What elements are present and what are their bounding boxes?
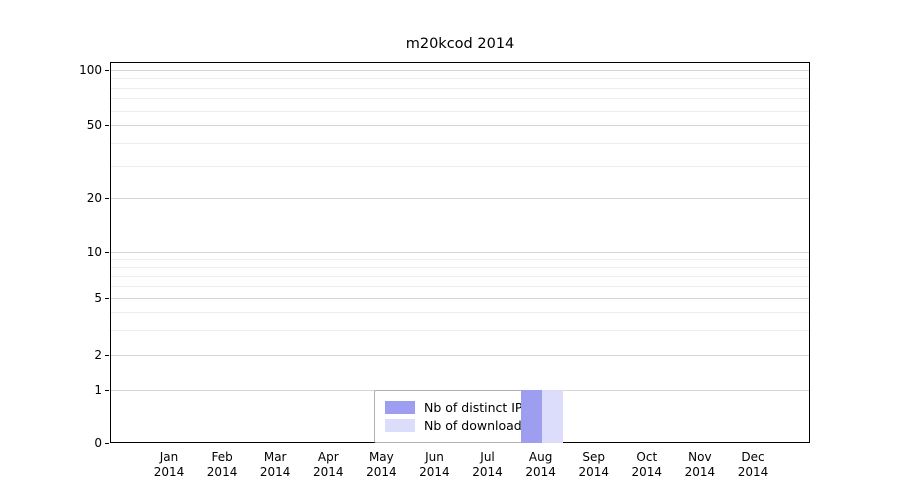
x-tick-year: 2014 <box>525 465 556 479</box>
x-tick-month: Jun <box>425 450 444 464</box>
legend-swatch <box>385 401 415 414</box>
y-tick-mark <box>105 443 109 444</box>
major-gridline <box>111 298 809 299</box>
major-gridline <box>111 125 809 126</box>
y-tick-mark <box>105 70 109 71</box>
major-gridline <box>111 252 809 253</box>
x-tick-year: 2014 <box>206 465 238 479</box>
x-tick-month: Dec <box>741 450 765 464</box>
major-gridline <box>111 198 809 199</box>
x-tick-year: 2014 <box>684 465 716 479</box>
x-tick-label: Mar 2014 <box>243 450 307 480</box>
x-tick-year: 2014 <box>312 465 344 479</box>
x-tick-month: Aug <box>528 450 553 464</box>
x-tick-year: 2014 <box>631 465 663 479</box>
minor-gridline <box>111 87 809 89</box>
minor-gridline <box>111 275 809 277</box>
chart-title: m20kcod 2014 <box>405 36 515 52</box>
x-tick-year: 2014 <box>366 465 397 479</box>
x-tick-label: Sep 2014 <box>562 450 626 480</box>
x-tick-month: Apr <box>317 450 339 464</box>
y-tick-label: 20 <box>86 191 102 205</box>
major-gridline <box>111 70 809 71</box>
x-tick-year: 2014 <box>259 465 291 479</box>
minor-gridline <box>111 311 809 313</box>
x-tick-label: Oct 2014 <box>615 450 679 480</box>
x-tick-year: 2014 <box>578 465 609 479</box>
minor-gridline <box>111 266 809 268</box>
bar-downloads <box>541 390 563 443</box>
minor-gridline <box>111 258 809 260</box>
bar-distinct-ips <box>520 390 542 443</box>
x-tick-year: 2014 <box>737 465 769 479</box>
major-gridline <box>111 355 809 356</box>
legend-row: Nb of distinct IPs <box>385 400 529 415</box>
y-tick-mark <box>105 125 109 126</box>
x-tick-year: 2014 <box>153 465 185 479</box>
x-tick-label: Dec 2014 <box>721 450 785 480</box>
minor-gridline <box>111 329 809 331</box>
y-tick-mark <box>105 298 109 299</box>
minor-gridline <box>111 142 809 144</box>
y-tick-label: 5 <box>94 291 102 305</box>
legend-swatch <box>385 419 415 432</box>
x-tick-month: Oct <box>636 450 658 464</box>
minor-gridline <box>111 285 809 287</box>
x-tick-month: Jan <box>159 450 179 464</box>
minor-gridline <box>111 98 809 100</box>
x-tick-month: Nov <box>688 450 712 464</box>
y-tick-mark <box>105 355 109 356</box>
y-tick-label: 2 <box>94 348 102 362</box>
x-tick-label: Aug 2014 <box>509 450 573 480</box>
y-tick-label: 50 <box>86 118 102 132</box>
y-tick-label: 0 <box>94 436 102 450</box>
x-tick-label: May 2014 <box>349 450 413 480</box>
x-tick-month: Mar <box>263 450 287 464</box>
y-tick-label: 100 <box>79 63 102 77</box>
x-tick-label: Jun 2014 <box>402 450 466 480</box>
x-tick-month: May <box>368 450 394 464</box>
plot-area <box>110 62 810 443</box>
x-tick-label: Jan 2014 <box>137 450 201 480</box>
y-tick-mark <box>105 198 109 199</box>
x-tick-label: Nov 2014 <box>668 450 732 480</box>
x-tick-month: Feb <box>211 450 233 464</box>
y-tick-label: 10 <box>86 245 102 259</box>
y-tick-mark <box>105 252 109 253</box>
y-tick-label: 1 <box>94 383 102 397</box>
minor-gridline <box>111 78 809 80</box>
legend: Nb of distinct IPs Nb of downloads <box>374 390 540 443</box>
x-tick-month: Jul <box>480 450 495 464</box>
x-tick-year: 2014 <box>472 465 503 479</box>
x-tick-label: Jul 2014 <box>456 450 520 480</box>
minor-gridline <box>111 110 809 112</box>
legend-row: Nb of downloads <box>385 418 529 433</box>
x-tick-label: Feb 2014 <box>190 450 254 480</box>
x-tick-month: Sep <box>582 450 606 464</box>
legend-label: Nb of downloads <box>424 418 529 433</box>
minor-gridline <box>111 165 809 167</box>
y-tick-mark <box>105 390 109 391</box>
x-tick-year: 2014 <box>419 465 450 479</box>
x-tick-label: Apr 2014 <box>296 450 360 480</box>
legend-label: Nb of distinct IPs <box>424 400 529 415</box>
